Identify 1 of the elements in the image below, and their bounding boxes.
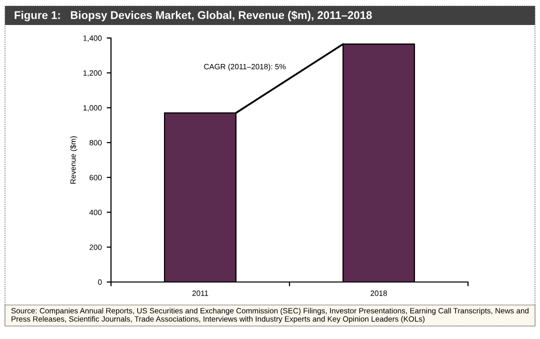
chart-title: Figure 1: Biopsy Devices Market, Global, Revenue ($m), 2011–2018 [14, 10, 372, 22]
